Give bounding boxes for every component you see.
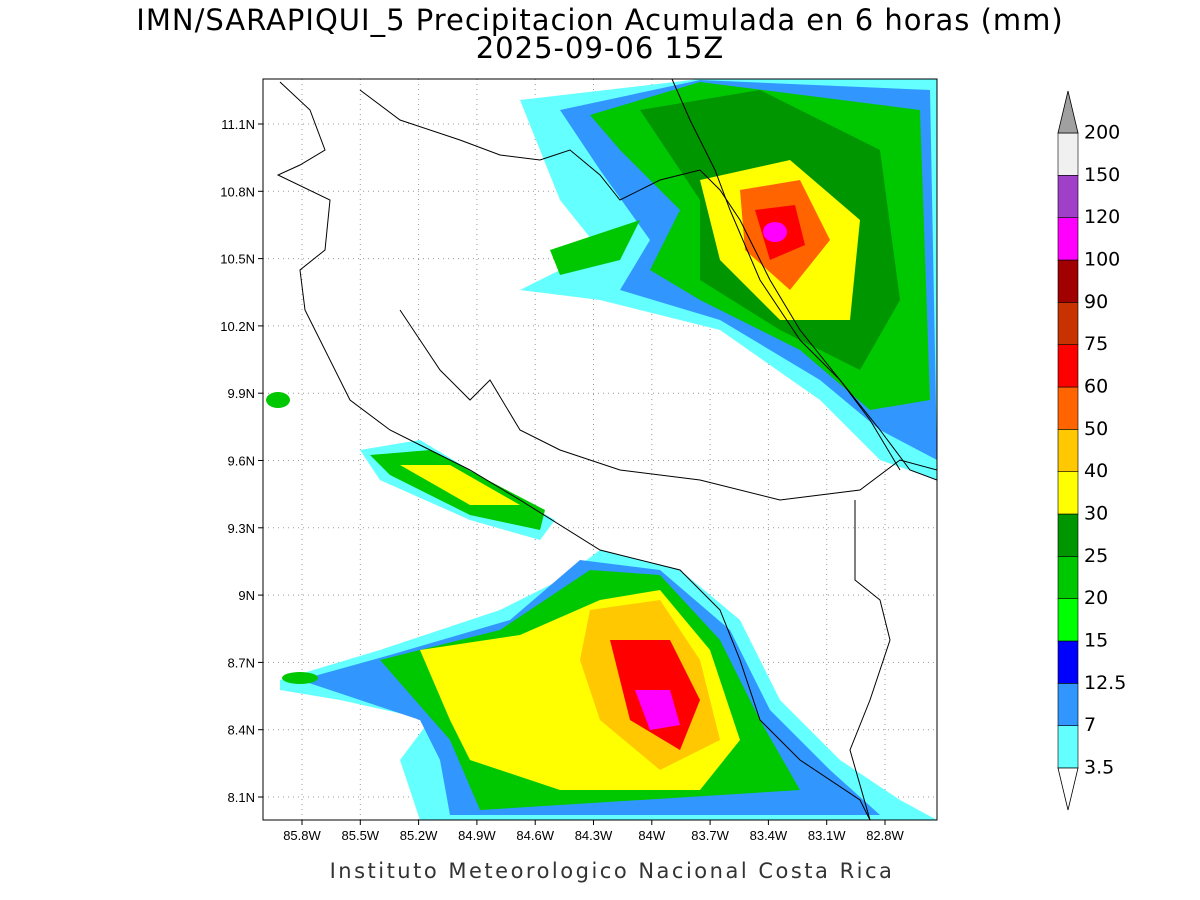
colorbar-label: 50 (1084, 418, 1108, 440)
colorbar-bin (1057, 217, 1079, 261)
lat-tick-label: 9.9N (228, 386, 255, 401)
map-frame (262, 78, 938, 821)
title: IMN/SARAPIQUI_5 Precipitacion Acumulada … (136, 3, 1063, 37)
colorbar-bin (1057, 429, 1079, 472)
lat-tick-label: 11.1N (221, 117, 255, 132)
colorbar-bin (1057, 598, 1079, 642)
colorbar-label: 100 (1084, 249, 1120, 271)
lon-tick-label: 83.7W (691, 828, 729, 843)
colorbar-bin (1057, 556, 1079, 599)
lon-tick-label: 83.1W (808, 828, 846, 843)
lat-tick-label: 9.6N (228, 454, 255, 469)
colorbar-bin (1057, 132, 1079, 176)
colorbar-under (1057, 767, 1079, 811)
colorbar-label: 60 (1084, 376, 1108, 398)
lon-tick-label: 82.8W (866, 828, 904, 843)
colorbar-label: 20 (1084, 587, 1108, 609)
colorbar-over (1057, 90, 1079, 134)
colorbar-bin (1057, 471, 1079, 515)
lon-tick-label: 85.8W (283, 828, 321, 843)
colorbar: 3.5 7 12.5 15 20 25 30 40 50 60 75 90 100 120 150 200 (1057, 90, 1126, 811)
colorbar-label: 40 (1084, 460, 1108, 482)
colorbar-bin (1057, 302, 1079, 345)
lat-tick-label: 10.2N (220, 319, 255, 334)
colorbar-label: 15 (1084, 630, 1108, 652)
colorbar-label: 3.5 (1084, 757, 1114, 779)
colorbar-bin (1057, 683, 1079, 726)
colorbar-bin (1057, 344, 1079, 388)
coastlines (276, 79, 937, 820)
colorbar-label: 150 (1084, 164, 1120, 186)
footer: Instituto Meteorologico Nacional Costa R… (330, 859, 895, 883)
colorbar-bin (1057, 386, 1079, 430)
lat-tick-label: 8.7N (228, 655, 255, 670)
lon-tick-label: 83.4W (750, 828, 788, 843)
colorbar-label: 200 (1084, 122, 1120, 144)
lat-tick-label: 8.4N (228, 723, 255, 738)
lat-tick-label: 9.3N (228, 521, 255, 536)
subtitle: 2025-09-06 15Z (476, 31, 725, 65)
lon-tick-label: 84.9W (458, 828, 496, 843)
lon-tick-label: 85.2W (400, 828, 438, 843)
lon-tick-label: 84W (638, 828, 665, 843)
colorbar-label: 90 (1084, 291, 1108, 313)
colorbar-bin (1057, 725, 1079, 769)
lon-tick-label: 85.5W (342, 828, 380, 843)
colorbar-label: 30 (1084, 503, 1108, 525)
colorbar-bin (1057, 175, 1079, 218)
lat-tick-label: 9N (238, 588, 255, 603)
colorbar-label: 75 (1084, 333, 1108, 355)
colorbar-label: 25 (1084, 545, 1108, 567)
lat-tick-label: 10.5N (220, 252, 255, 267)
lon-tick-label: 84.3W (575, 828, 613, 843)
colorbar-bin (1057, 259, 1079, 303)
colorbar-label: 7 (1084, 714, 1096, 736)
grid: 85.8W 85.5W 85.2W 84.9W 84.6W 84.3W 84W 83.7W 83… (220, 79, 937, 843)
colorbar-bin (1057, 513, 1079, 557)
lat-tick-label: 10.8N (220, 184, 255, 199)
colorbar-label: 12.5 (1084, 672, 1126, 694)
colorbar-bin (1057, 640, 1079, 684)
precip-field (266, 79, 937, 820)
lon-tick-label: 84.6W (516, 828, 554, 843)
lat-tick-label: 8.1N (228, 790, 255, 805)
colorbar-label: 120 (1084, 206, 1120, 228)
